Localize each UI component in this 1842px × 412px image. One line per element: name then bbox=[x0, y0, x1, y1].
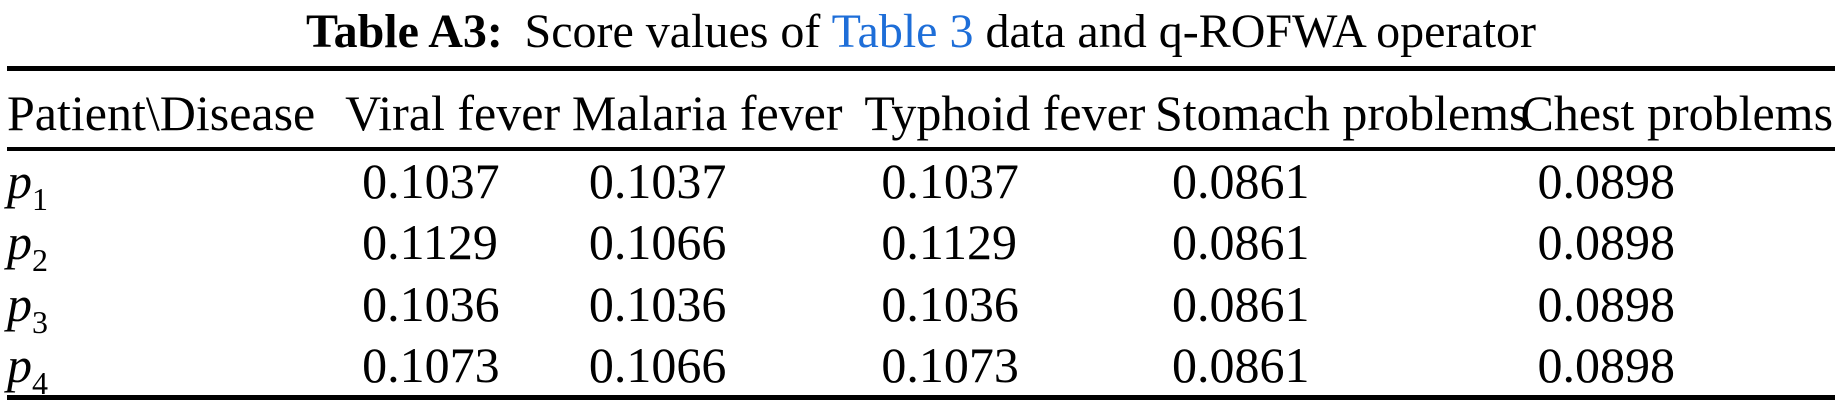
patient-subscript: 3 bbox=[32, 304, 48, 340]
score-cell: 0.0861 bbox=[1171, 276, 1310, 332]
patient-symbol: p bbox=[7, 336, 32, 393]
score-cell: 0.1073 bbox=[362, 336, 500, 393]
patient-label-p2: p2 bbox=[7, 211, 345, 276]
score-cell: 0.0861 bbox=[1171, 336, 1310, 393]
patient-label-p1: p1 bbox=[7, 149, 345, 215]
score-cell: 0.1036 bbox=[362, 276, 500, 332]
score-cell: 0.1129 bbox=[362, 214, 498, 270]
score-cell: 0.0898 bbox=[1537, 276, 1676, 332]
score-cell: 0.0898 bbox=[1537, 153, 1676, 209]
table-row-p3: p3 0.1036 0.1036 0.1036 0.0861 0.0898 bbox=[7, 273, 1835, 338]
score-cell: 0.1073 bbox=[881, 336, 1019, 393]
score-cell: 0.1037 bbox=[588, 153, 727, 209]
table-row-p2: p2 0.1129 0.1066 0.1129 0.0861 0.0898 bbox=[7, 211, 1835, 276]
patient-subscript: 4 bbox=[32, 364, 48, 401]
score-cell: 0.1066 bbox=[588, 214, 727, 270]
patient-symbol: p bbox=[7, 214, 32, 270]
column-header-patient-disease: Patient\Disease bbox=[7, 68, 346, 151]
column-header-malaria-fever: Malaria fever bbox=[571, 68, 865, 151]
patient-label-p3: p3 bbox=[7, 273, 345, 338]
score-table: Patient\Disease Viral fever Malaria feve… bbox=[7, 66, 1835, 400]
column-header-stomach-problems: Stomach problems bbox=[1154, 68, 1529, 151]
score-cell: 0.1037 bbox=[881, 153, 1019, 209]
patient-subscript: 2 bbox=[32, 242, 48, 278]
column-header-viral-fever: Viral fever bbox=[345, 68, 572, 151]
header-row: Patient\Disease Viral fever Malaria feve… bbox=[7, 68, 1835, 151]
patient-symbol: p bbox=[7, 153, 32, 209]
patient-symbol: p bbox=[7, 276, 32, 332]
table-caption: Table A3: Score values of Table 3 data an… bbox=[0, 0, 1842, 64]
score-cell: 0.1066 bbox=[588, 336, 727, 393]
table-caption-text-post: data and q-ROFWA operator bbox=[985, 5, 1537, 58]
score-cell: 0.0898 bbox=[1537, 336, 1676, 393]
column-header-typhoid-fever: Typhoid fever bbox=[864, 68, 1155, 151]
score-cell: 0.0861 bbox=[1171, 153, 1310, 209]
score-cell: 0.0861 bbox=[1171, 214, 1310, 270]
patient-label-p4: p4 bbox=[7, 335, 345, 399]
table-row-p4: p4 0.1073 0.1066 0.1073 0.0861 0.0898 bbox=[7, 335, 1835, 399]
score-cell: 0.1036 bbox=[588, 276, 727, 332]
score-cell: 0.1036 bbox=[881, 276, 1019, 332]
table-3-link[interactable]: Table 3 bbox=[831, 5, 974, 58]
patient-subscript: 1 bbox=[32, 181, 48, 217]
score-cell: 0.1037 bbox=[362, 153, 500, 209]
score-cell: 0.0898 bbox=[1537, 214, 1676, 270]
table-caption-text-pre: Score values of bbox=[524, 5, 821, 58]
table-caption-label: Table A3: bbox=[305, 5, 503, 58]
column-header-chest-problems: Chest problems bbox=[1520, 68, 1835, 151]
score-cell: 0.1129 bbox=[881, 214, 1017, 270]
table-row-p1: p1 0.1037 0.1037 0.1037 0.0861 0.0898 bbox=[7, 149, 1835, 215]
